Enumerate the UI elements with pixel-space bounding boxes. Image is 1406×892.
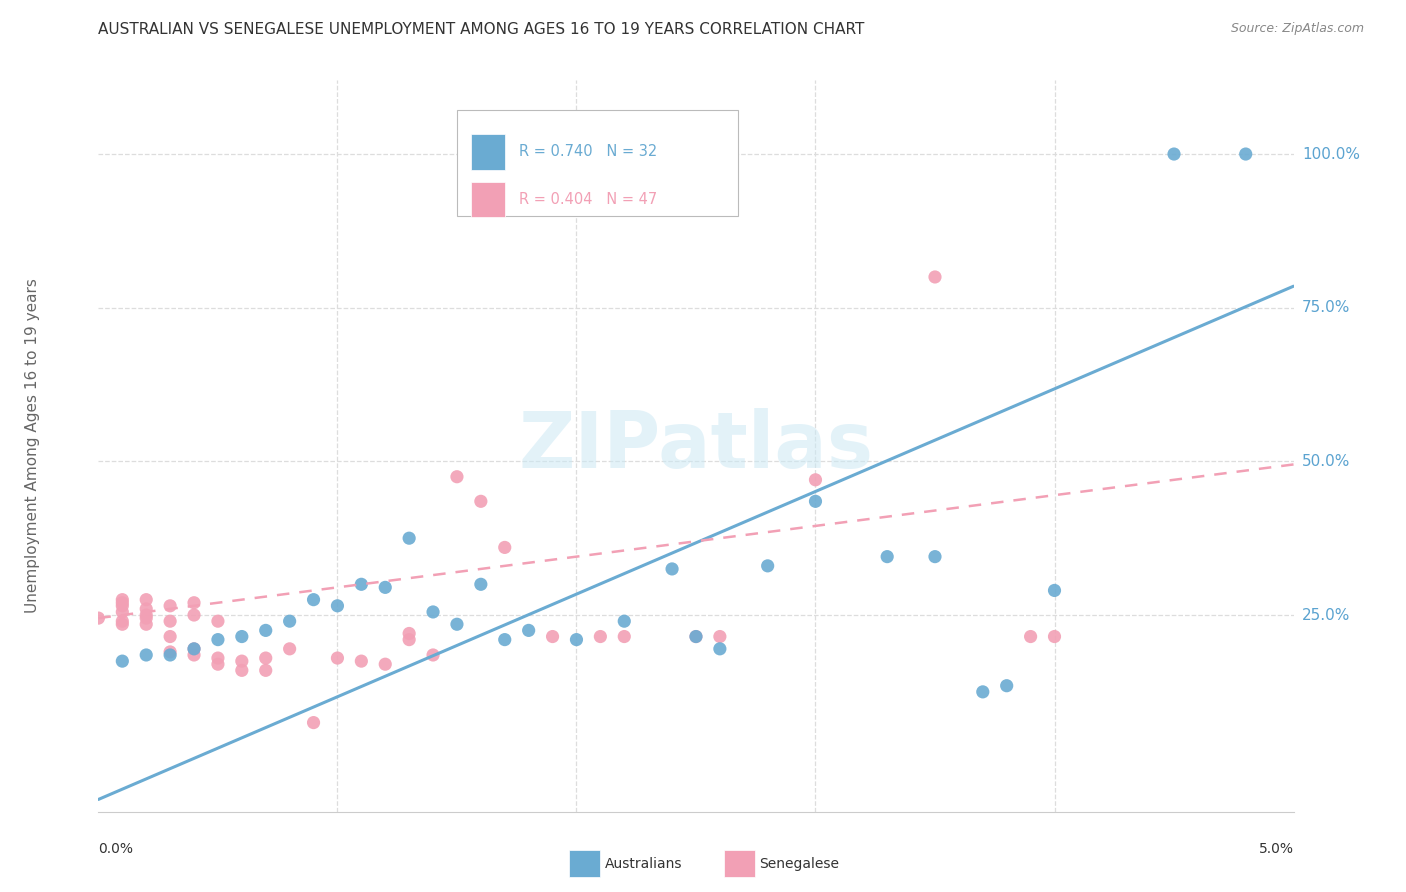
Point xyxy=(183,596,205,610)
Point xyxy=(995,679,1018,693)
Text: 25.0%: 25.0% xyxy=(1302,607,1350,623)
Point xyxy=(183,641,205,656)
Point xyxy=(111,599,134,613)
Text: Source: ZipAtlas.com: Source: ZipAtlas.com xyxy=(1230,22,1364,36)
Point xyxy=(135,611,157,625)
Point xyxy=(326,651,349,665)
Point xyxy=(470,494,492,508)
Point xyxy=(278,641,301,656)
Point xyxy=(135,607,157,622)
Point xyxy=(231,630,253,644)
Text: R = 0.740   N = 32: R = 0.740 N = 32 xyxy=(519,145,658,160)
Point xyxy=(876,549,898,564)
Point xyxy=(183,648,205,662)
Point xyxy=(661,562,683,576)
Point xyxy=(709,641,731,656)
Point xyxy=(326,599,349,613)
Point xyxy=(231,654,253,668)
Text: Unemployment Among Ages 16 to 19 years: Unemployment Among Ages 16 to 19 years xyxy=(25,278,41,614)
Text: 5.0%: 5.0% xyxy=(1258,842,1294,856)
Point xyxy=(565,632,588,647)
Point xyxy=(972,685,994,699)
Point xyxy=(278,614,301,628)
Point xyxy=(302,715,325,730)
Point xyxy=(87,611,110,625)
Point xyxy=(302,592,325,607)
Bar xyxy=(471,182,505,218)
Text: ZIPatlas: ZIPatlas xyxy=(519,408,873,484)
Point xyxy=(111,596,134,610)
Point xyxy=(254,624,277,638)
Text: 100.0%: 100.0% xyxy=(1302,146,1360,161)
Point xyxy=(374,580,396,594)
Point xyxy=(111,592,134,607)
Point xyxy=(350,654,373,668)
Point xyxy=(517,624,540,638)
Point xyxy=(207,632,229,647)
FancyBboxPatch shape xyxy=(457,110,738,216)
Point xyxy=(1043,583,1066,598)
Point xyxy=(254,664,277,678)
Point xyxy=(685,630,707,644)
Text: 75.0%: 75.0% xyxy=(1302,301,1350,315)
Point xyxy=(589,630,612,644)
Text: AUSTRALIAN VS SENEGALESE UNEMPLOYMENT AMONG AGES 16 TO 19 YEARS CORRELATION CHAR: AUSTRALIAN VS SENEGALESE UNEMPLOYMENT AM… xyxy=(98,22,865,37)
Text: 0.0%: 0.0% xyxy=(98,842,134,856)
Point xyxy=(494,541,516,555)
Point xyxy=(422,648,444,662)
Point xyxy=(398,632,420,647)
Point xyxy=(374,657,396,672)
Point xyxy=(685,630,707,644)
Point xyxy=(1019,630,1042,644)
Point xyxy=(613,630,636,644)
Bar xyxy=(471,135,505,169)
Point xyxy=(254,651,277,665)
Point xyxy=(709,630,731,644)
Point xyxy=(159,645,181,659)
Point xyxy=(207,651,229,665)
Point xyxy=(804,473,827,487)
Point xyxy=(1234,147,1257,161)
Point xyxy=(207,657,229,672)
Point xyxy=(494,632,516,647)
Point xyxy=(159,630,181,644)
Point xyxy=(111,617,134,632)
Point xyxy=(135,592,157,607)
Point xyxy=(135,602,157,616)
Point xyxy=(1043,630,1066,644)
Point xyxy=(1163,147,1185,161)
Point xyxy=(470,577,492,591)
Point xyxy=(207,614,229,628)
Point xyxy=(804,494,827,508)
Point xyxy=(541,630,564,644)
Point xyxy=(231,664,253,678)
Text: Senegalese: Senegalese xyxy=(759,857,839,871)
Point xyxy=(111,614,134,628)
Point xyxy=(159,599,181,613)
Point xyxy=(924,270,946,285)
Point xyxy=(350,577,373,591)
Bar xyxy=(724,850,755,877)
Point xyxy=(756,558,779,573)
Text: R = 0.404   N = 47: R = 0.404 N = 47 xyxy=(519,192,658,207)
Point xyxy=(159,648,181,662)
Point xyxy=(159,614,181,628)
Point xyxy=(422,605,444,619)
Point xyxy=(135,648,157,662)
Point xyxy=(924,549,946,564)
Point xyxy=(111,654,134,668)
Point xyxy=(613,614,636,628)
Point xyxy=(398,531,420,545)
Point xyxy=(446,469,468,483)
Point xyxy=(398,626,420,640)
Text: Australians: Australians xyxy=(605,857,682,871)
Bar xyxy=(569,850,600,877)
Point xyxy=(111,605,134,619)
Point xyxy=(135,617,157,632)
Point xyxy=(446,617,468,632)
Point xyxy=(183,607,205,622)
Point xyxy=(183,641,205,656)
Text: 50.0%: 50.0% xyxy=(1302,454,1350,469)
